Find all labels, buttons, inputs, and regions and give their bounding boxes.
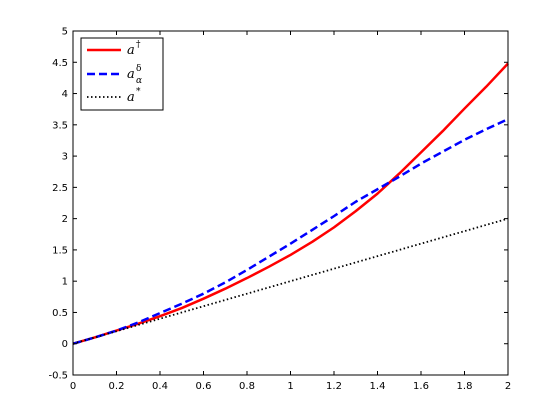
legend-label: a [127, 90, 135, 105]
x-tick-label: 0 [70, 381, 76, 392]
x-tick-label: 1.6 [413, 381, 429, 392]
x-tick-label: 2 [505, 381, 511, 392]
legend-label: a [127, 67, 135, 82]
series-line-1 [72, 62, 509, 345]
tick-layer: 0 0.2 0.4 0.6 0.8 1 1.2 1.4 1.6 1.8 2-0.500.511.52… [48, 27, 511, 393]
x-tick-label: 1.2 [326, 381, 342, 392]
y-tick-label: 0 [62, 339, 68, 350]
y-tick-label: 5 [62, 27, 68, 38]
series-line-2 [72, 118, 509, 345]
series-layer [72, 62, 509, 345]
legend-label-sub: α [136, 76, 142, 86]
legend: a †a δαa * [80, 37, 164, 111]
y-tick-label: 0.5 [52, 308, 68, 319]
x-tick-label: 1.4 [370, 381, 386, 392]
legend-label-sup: δ [136, 64, 141, 74]
legend-label-sup: † [136, 40, 141, 50]
x-tick-label: 0.4 [152, 381, 168, 392]
y-tick-label: 4.5 [52, 58, 68, 69]
x-tick-label: 0.8 [239, 381, 255, 392]
y-tick-label: 2.5 [52, 183, 68, 194]
y-tick-label: 2 [62, 214, 68, 225]
y-tick-label: 4 [62, 89, 68, 100]
legend-label: a [127, 43, 135, 58]
x-tick-label: 1 [287, 381, 293, 392]
y-tick-label: 3 [62, 152, 68, 163]
x-tick-label: 0.6 [196, 381, 212, 392]
y-tick-label: 1 [62, 277, 68, 288]
y-tick-label: 1.5 [52, 245, 68, 256]
x-tick-label: 1.8 [457, 381, 473, 392]
y-tick-label: 3.5 [52, 120, 68, 131]
x-tick-label: 0.2 [109, 381, 125, 392]
legend-label-sup: * [136, 87, 141, 97]
series-line-3 [72, 217, 509, 345]
y-tick-label: -0.5 [48, 371, 68, 382]
